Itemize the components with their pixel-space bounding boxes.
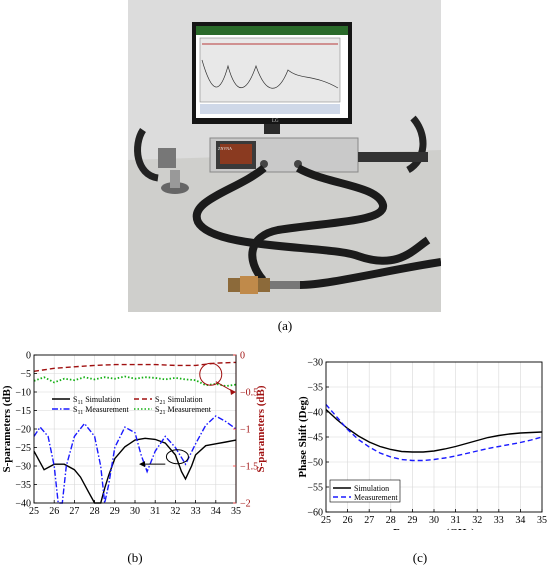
x-tick-label: 35 bbox=[537, 515, 547, 526]
y2-tick-label: −0.5 bbox=[240, 388, 258, 399]
annotation-circle-s21 bbox=[199, 362, 223, 386]
x-tick-label: 30 bbox=[429, 515, 439, 526]
legend-label-2: Measurement bbox=[354, 493, 398, 502]
x-tick-label: 26 bbox=[343, 515, 353, 526]
series-line-3 bbox=[33, 361, 237, 372]
y-tick-label: −50 bbox=[307, 458, 323, 469]
annotation-arrowhead-s21 bbox=[230, 389, 236, 395]
x-tick-label: 30 bbox=[130, 506, 140, 517]
x-tick-label: 27 bbox=[69, 506, 79, 517]
s-parameters-chart: 25 26 27 28 29 30 31 32 33 34 350−5−10−15−20−25−30… bbox=[1, 351, 267, 521]
x-tick-label: 33 bbox=[191, 506, 201, 517]
x-tick-label: 26 bbox=[49, 506, 59, 517]
legend-label-3: S11 Measurement bbox=[73, 405, 130, 416]
y2-tick-label: 0 bbox=[240, 351, 245, 362]
series-line-2 bbox=[325, 404, 543, 462]
y-tick-label: −35 bbox=[307, 383, 323, 394]
measurement-setup-photo: LG ZNVNA bbox=[128, 0, 441, 312]
x-tick-label: 25 bbox=[29, 506, 39, 517]
setup-illustration: LG ZNVNA bbox=[128, 0, 441, 312]
y-tick-label: −10 bbox=[15, 388, 31, 399]
x-axis-label: Frequency (GHz) bbox=[393, 527, 475, 530]
legend-label-4: S21 Measurement bbox=[155, 405, 212, 416]
y-tick-label: −5 bbox=[20, 369, 31, 380]
x-tick-label: 33 bbox=[494, 515, 504, 526]
y-tick-label: 0 bbox=[26, 351, 31, 362]
x-tick-label: 29 bbox=[110, 506, 120, 517]
x-tick-label: 32 bbox=[472, 515, 482, 526]
vna-label: ZNVNA bbox=[218, 146, 232, 151]
x-tick-label: 31 bbox=[150, 506, 160, 517]
x-tick-label: 35 bbox=[231, 506, 241, 517]
caption-a: (a) bbox=[277, 318, 293, 333]
y-tick-label: −45 bbox=[307, 433, 323, 444]
y2-tick-label: −1.5 bbox=[240, 462, 258, 473]
x-axis-label: Frequency (GHz) bbox=[94, 518, 176, 520]
x-tick-label: 29 bbox=[407, 515, 417, 526]
caption-c: (c) bbox=[412, 550, 428, 565]
annotation-arrowhead-s11 bbox=[139, 461, 146, 468]
y-tick-label: −30 bbox=[307, 358, 323, 369]
y-tick-label: −25 bbox=[15, 443, 31, 454]
series-line-1 bbox=[325, 408, 543, 453]
x-tick-label: 34 bbox=[211, 506, 221, 517]
legend-label-2: S21 Simulation bbox=[155, 395, 203, 406]
legend-box bbox=[329, 479, 401, 503]
y-tick-label: −40 bbox=[15, 499, 31, 510]
y2-axis-label: S-parameters (dB) bbox=[255, 385, 267, 472]
monitor-brand: LG bbox=[272, 119, 279, 124]
x-tick-label: 28 bbox=[90, 506, 100, 517]
x-tick-label: 31 bbox=[451, 515, 461, 526]
x-tick-label: 32 bbox=[170, 506, 180, 517]
phase-shift-chart: 25 26 27 28 29 30 31 32 33 34 35 −30 −35 −40 −45 −50 −55… bbox=[297, 358, 547, 531]
y-tick-label: −55 bbox=[307, 483, 323, 494]
y-tick-label: −20 bbox=[15, 425, 31, 436]
legend-label-1: Simulation bbox=[354, 484, 389, 493]
x-tick-label: 25 bbox=[321, 515, 331, 526]
y-tick-label: −40 bbox=[307, 408, 323, 419]
series-line-4 bbox=[33, 375, 237, 388]
x-tick-label: 27 bbox=[364, 515, 374, 526]
y-axis-label: S-parameters (dB) bbox=[1, 385, 13, 472]
annotation-circle-s11 bbox=[165, 449, 189, 465]
y-tick-label: −15 bbox=[15, 406, 31, 417]
x-tick-label: 28 bbox=[386, 515, 396, 526]
y2-tick-label: −2 bbox=[240, 499, 251, 510]
y2-tick-label: −1 bbox=[240, 425, 251, 436]
y-tick-label: −35 bbox=[15, 480, 31, 491]
series-line-1 bbox=[33, 437, 237, 504]
y-axis-label: Phase Shift (Deg) bbox=[297, 396, 309, 478]
y-tick-label: −30 bbox=[15, 462, 31, 473]
caption-b: (b) bbox=[127, 550, 143, 565]
x-tick-label: 34 bbox=[515, 515, 525, 526]
legend-label-1: S11 Simulation bbox=[73, 395, 120, 406]
y-tick-label: −60 bbox=[307, 508, 323, 519]
